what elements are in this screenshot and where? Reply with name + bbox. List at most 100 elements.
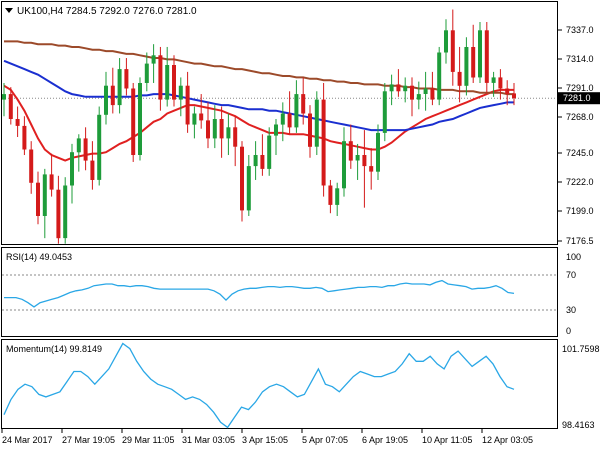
momentum-tick-label: 98.4163 <box>562 420 595 430</box>
price-tick-label: 7291.0 <box>566 83 594 93</box>
candle-body <box>138 83 142 155</box>
candle-body <box>512 93 516 99</box>
candle-body <box>355 155 360 161</box>
price-panel-frame <box>1 1 558 245</box>
candle-body <box>158 55 163 100</box>
time-tick-label: 3 Apr 15:05 <box>242 435 288 445</box>
candle-body <box>70 152 74 186</box>
candle-body <box>144 63 149 83</box>
dropdown-triangle-icon[interactable] <box>5 8 13 13</box>
candle-body <box>192 113 197 125</box>
candle-body <box>403 85 408 92</box>
candle-body <box>49 174 54 190</box>
candle-body <box>76 138 81 153</box>
candle-body <box>444 30 448 53</box>
candle-body <box>63 185 68 239</box>
symbol-info-line: UK100,H4 7284.5 7292.0 7276.0 7281.0 <box>17 6 197 17</box>
candle-body <box>362 155 367 167</box>
price-tick-label: 7337.0 <box>566 25 594 35</box>
candle-body <box>389 84 394 92</box>
time-tick-label: 27 Mar 19:05 <box>62 435 115 445</box>
candle-body <box>430 88 435 100</box>
price-axis: 7337.0 7314.0 7291.0 7268.0 7245.0 7222.… <box>558 25 594 246</box>
rsi-tick-label: 70 <box>566 270 576 280</box>
rsi-tick-label: 30 <box>566 305 576 315</box>
candle-body <box>369 166 374 172</box>
candle-body <box>423 88 428 94</box>
candle-body <box>90 160 95 180</box>
candle-body <box>253 155 258 167</box>
candle-body <box>416 94 421 100</box>
time-tick-label: 6 Apr 19:05 <box>362 435 408 445</box>
candle-body <box>505 88 510 94</box>
candle-body <box>410 85 414 100</box>
time-tick-label: 24 Mar 2017 <box>2 435 53 445</box>
price-tick-label: 7176.5 <box>566 236 594 246</box>
candle-body <box>382 91 387 133</box>
price-tick-label: 7268.0 <box>566 112 594 122</box>
candle-body <box>110 85 115 106</box>
candle-body <box>56 189 61 239</box>
candle-body <box>287 113 292 128</box>
price-plot <box>2 9 516 244</box>
candle-body <box>29 149 34 183</box>
rsi-tick-label: 0 <box>566 326 571 336</box>
candle-body <box>2 94 6 100</box>
candle-body <box>15 119 20 126</box>
candle-body <box>151 55 156 64</box>
time-tick-label: 29 Mar 11:05 <box>122 435 174 445</box>
rsi-plot <box>4 279 515 308</box>
candle-body <box>104 85 108 115</box>
candle-body <box>246 166 251 211</box>
candle-body <box>172 65 176 100</box>
candle-body <box>206 120 210 139</box>
time-tick-label: 10 Apr 11:05 <box>422 435 472 445</box>
time-axis: 24 Mar 2017 27 Mar 19:05 29 Mar 11:05 31… <box>1 429 533 445</box>
candle-body <box>131 88 136 155</box>
candle-body <box>457 71 462 86</box>
time-tick-label: 12 Apr 03:05 <box>482 435 533 445</box>
moving-average-line <box>4 40 514 96</box>
candle-body <box>212 119 217 139</box>
candle-body <box>117 69 122 106</box>
candle-body <box>260 155 265 169</box>
candle-body <box>314 99 319 147</box>
candle-body <box>97 114 102 180</box>
candle-body <box>464 47 469 86</box>
candle-body <box>178 85 183 100</box>
candle-body <box>219 119 224 139</box>
moving-average-line <box>3 84 514 162</box>
candle-body <box>498 77 503 89</box>
candle-body <box>83 138 88 161</box>
moving-average-line <box>3 59 514 132</box>
candle-body <box>274 124 278 136</box>
momentum-line <box>3 342 515 429</box>
candle-body <box>124 69 129 89</box>
momentum-panel-frame <box>1 339 558 429</box>
candle-body <box>471 47 476 78</box>
candle-body <box>280 113 285 125</box>
rsi-title: RSI(14) 49.0453 <box>6 252 72 262</box>
candle-body <box>342 141 346 189</box>
time-tick-label: 31 Mar 03:05 <box>182 435 235 445</box>
candle-body <box>484 30 489 83</box>
candle-body <box>165 65 170 100</box>
candle-body <box>199 113 204 121</box>
candle-body <box>376 132 380 172</box>
candle-body <box>491 77 496 83</box>
candle-body <box>22 125 27 150</box>
candle-body <box>8 94 13 119</box>
candle-body <box>478 30 482 78</box>
candle-body <box>321 99 326 186</box>
candle-body <box>240 146 244 211</box>
price-tick-label: 7222.0 <box>566 177 594 187</box>
price-tick-label: 7314.0 <box>566 54 594 64</box>
last-price-tag <box>558 92 600 105</box>
candle-body <box>396 84 401 92</box>
time-tick-label: 5 Apr 07:05 <box>302 435 348 445</box>
price-tick-label: 7245.0 <box>566 148 594 158</box>
candle-body <box>267 135 272 169</box>
price-tick-label: 7199.0 <box>566 206 594 216</box>
